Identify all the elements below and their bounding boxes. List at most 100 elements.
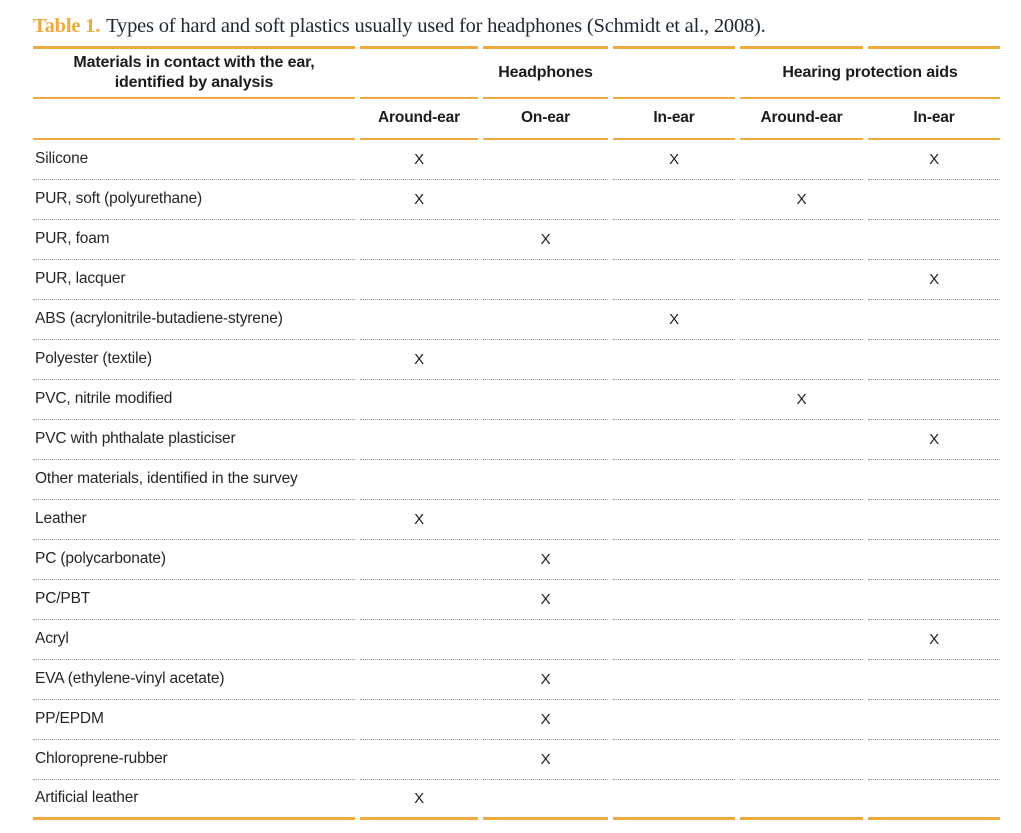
mark-cell: [740, 540, 863, 580]
material-cell: EVA (ethylene-vinyl acetate): [33, 660, 355, 700]
empty-header-cell: [360, 49, 478, 99]
mark-cell: [740, 580, 863, 620]
mark-cell: X: [613, 140, 735, 180]
mark-cell: [613, 780, 735, 820]
subheader-headphones-on-ear: On-ear: [483, 99, 608, 140]
mark-cell: [740, 260, 863, 300]
mark-cell: [868, 700, 1000, 740]
mark-cell: [613, 740, 735, 780]
mark-cell: [613, 580, 735, 620]
material-cell: PC (polycarbonate): [33, 540, 355, 580]
material-cell: Polyester (textile): [33, 340, 355, 380]
subheader-headphones-around-ear: Around-ear: [360, 99, 478, 140]
material-cell: PUR, lacquer: [33, 260, 355, 300]
mark-cell: X: [360, 500, 478, 540]
mark-cell: [740, 500, 863, 540]
table-caption: Table 1. Types of hard and soft plastics …: [33, 14, 1005, 40]
table-row: PUR, soft (polyurethane) X X: [33, 180, 1000, 220]
mark-cell: [868, 780, 1000, 820]
mark-cell: X: [483, 660, 608, 700]
mark-cell: [613, 620, 735, 660]
rule-segment: [868, 45, 1000, 49]
rule-segment: [33, 45, 355, 49]
mark-cell: X: [868, 420, 1000, 460]
table-row: PVC with phthalate plasticiser X: [33, 420, 1000, 460]
mark-cell: X: [868, 260, 1000, 300]
mark-cell: [868, 500, 1000, 540]
caption-rule: [33, 45, 1000, 49]
mark-cell: [360, 540, 478, 580]
mark-cell: [868, 220, 1000, 260]
material-cell: PVC with phthalate plasticiser: [33, 420, 355, 460]
table-row: PP/EPDM X: [33, 700, 1000, 740]
mark-cell: X: [483, 580, 608, 620]
mark-cell: [613, 540, 735, 580]
material-cell: Acryl: [33, 620, 355, 660]
mark-cell: X: [360, 340, 478, 380]
table-row: EVA (ethylene-vinyl acetate) X: [33, 660, 1000, 700]
mark-cell: X: [483, 220, 608, 260]
table-row: PC/PBT X: [33, 580, 1000, 620]
mark-cell: X: [868, 620, 1000, 660]
mark-cell: [483, 340, 608, 380]
mark-cell: [483, 180, 608, 220]
table-caption-text: Types of hard and soft plastics usually …: [106, 15, 766, 37]
mark-cell: [613, 260, 735, 300]
mark-cell: X: [483, 540, 608, 580]
mark-cell: X: [740, 180, 863, 220]
mark-cell: [360, 260, 478, 300]
mark-cell: [868, 460, 1000, 500]
rule-segment: [483, 45, 608, 49]
mark-cell: [613, 700, 735, 740]
mark-cell: [740, 300, 863, 340]
table-row: PUR, foam X: [33, 220, 1000, 260]
mark-cell: [360, 420, 478, 460]
table-row: Polyester (textile) X: [33, 340, 1000, 380]
mark-cell: [868, 340, 1000, 380]
table-row: PC (polycarbonate) X: [33, 540, 1000, 580]
empty-header-cell: [613, 49, 735, 99]
mark-cell: [740, 340, 863, 380]
subheader-hearing-in-ear: In-ear: [868, 99, 1000, 140]
table-caption-label: Table 1.: [33, 15, 101, 37]
material-cell: Other materials, identified in the surve…: [33, 460, 355, 500]
mark-cell: X: [483, 700, 608, 740]
material-cell: ABS (acrylonitrile-butadiene-styrene): [33, 300, 355, 340]
rule-segment: [613, 45, 735, 49]
mark-cell: [483, 140, 608, 180]
mark-cell: [360, 740, 478, 780]
mark-cell: [613, 460, 735, 500]
material-cell: PVC, nitrile modified: [33, 380, 355, 420]
group-header-hearing-protection-aids: Hearing protection aids: [740, 49, 1000, 99]
mark-cell: X: [613, 300, 735, 340]
table-row: ABS (acrylonitrile-butadiene-styrene) X: [33, 300, 1000, 340]
mark-cell: [740, 220, 863, 260]
mark-cell: [360, 620, 478, 660]
mark-cell: [483, 260, 608, 300]
mark-cell: [740, 140, 863, 180]
material-cell: Leather: [33, 500, 355, 540]
mark-cell: [613, 420, 735, 460]
mark-cell: [483, 620, 608, 660]
mark-cell: X: [740, 380, 863, 420]
mark-cell: [360, 700, 478, 740]
mark-cell: X: [868, 140, 1000, 180]
mark-cell: [868, 540, 1000, 580]
table-row: PVC, nitrile modified X: [33, 380, 1000, 420]
mark-cell: [360, 380, 478, 420]
mark-cell: X: [360, 140, 478, 180]
table-row: Chloroprene-rubber X: [33, 740, 1000, 780]
mark-cell: [360, 460, 478, 500]
material-cell: PUR, foam: [33, 220, 355, 260]
mark-cell: X: [360, 180, 478, 220]
mark-cell: [740, 620, 863, 660]
mark-cell: [613, 500, 735, 540]
mark-cell: [483, 420, 608, 460]
mark-cell: [868, 300, 1000, 340]
material-cell: Chloroprene-rubber: [33, 740, 355, 780]
mark-cell: [360, 220, 478, 260]
subheader-headphones-in-ear: In-ear: [613, 99, 735, 140]
mark-cell: [740, 460, 863, 500]
empty-header-cell: [33, 99, 355, 140]
mark-cell: [868, 580, 1000, 620]
